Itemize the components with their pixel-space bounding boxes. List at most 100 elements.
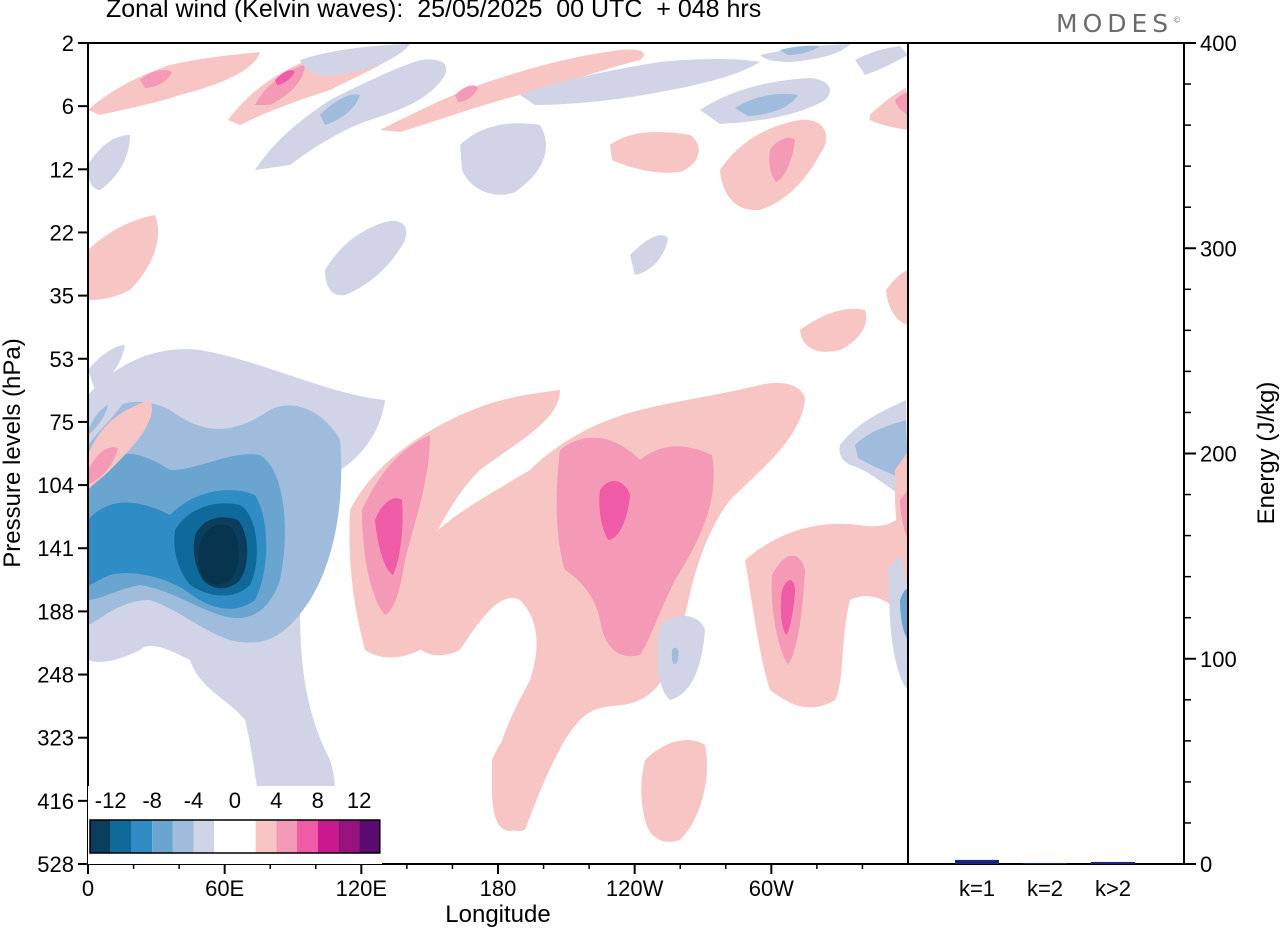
- colorbar-swatch: [131, 820, 153, 853]
- x-tick-label: 180: [480, 876, 517, 901]
- contour-fill: [769, 137, 795, 182]
- contour-fill: [886, 270, 908, 325]
- x-tick-label: 60W: [749, 876, 794, 901]
- energy-bar: [1091, 861, 1135, 864]
- easterly-anomaly-region: [88, 349, 385, 864]
- energy-axis-title: Energy (J/kg): [1253, 382, 1280, 525]
- contour-fill: [888, 550, 908, 690]
- contour-fill: [900, 589, 908, 640]
- y-tick-label: 141: [37, 536, 74, 561]
- contour-fill: [895, 450, 908, 590]
- colorbar-swatches: [89, 819, 381, 854]
- contour-fill: [198, 524, 239, 585]
- energy-bar: [955, 859, 999, 864]
- colorbar-swatch: [172, 820, 194, 853]
- y-axis-title: Pressure levels (hPa): [0, 338, 26, 567]
- contour-fill: [760, 44, 850, 62]
- contour-fill: [641, 740, 708, 842]
- colorbar-swatch: [317, 820, 339, 853]
- westerly-anomaly-region-130e: [349, 390, 560, 658]
- brand-mark: ©: [1173, 15, 1182, 25]
- energy-axis-ticks: 0 100 200 300 400: [1184, 31, 1237, 877]
- colorbar-swatch: [193, 820, 215, 853]
- y-tick-label: 53: [50, 347, 74, 372]
- colorbar-swatch: [359, 820, 380, 853]
- contour-fill: [735, 93, 798, 116]
- contour-fill: [300, 44, 410, 76]
- colorbar-frame: [89, 819, 381, 854]
- contour-fill: [375, 498, 403, 575]
- contour-fill: [610, 132, 699, 173]
- westerly-anomaly-region-central: [406, 382, 805, 831]
- y-tick-label: 323: [37, 726, 74, 751]
- x-axis-title: Longitude: [445, 901, 550, 928]
- contour-fill: [88, 52, 260, 115]
- contour-fill: [140, 70, 172, 88]
- colorbar-swatch: [152, 820, 173, 853]
- contour-fill: [780, 580, 795, 635]
- colorbar-swatch: [90, 820, 111, 853]
- y-tick-label: 2: [62, 31, 74, 56]
- contour-fill: [800, 308, 867, 352]
- x-tick-label: 120W: [606, 876, 664, 901]
- y-tick-label: 22: [50, 220, 74, 245]
- colorbar-swatch: [214, 820, 235, 853]
- contour-fill: [855, 46, 908, 75]
- contour-fill: [88, 355, 146, 445]
- colorbar-label: 4: [270, 788, 282, 813]
- y-tick-label: 35: [50, 284, 74, 309]
- contour-fill: [88, 447, 118, 485]
- contour-fill: [255, 59, 447, 170]
- energy-category-label: k=1: [959, 876, 995, 901]
- colorbar-swatch: [297, 820, 318, 853]
- contour-fill: [88, 135, 130, 190]
- y-tick-label: 104: [37, 473, 74, 498]
- energy-categories: k=1 k=2 k>2: [959, 876, 1131, 901]
- contour-fill: [780, 45, 820, 55]
- contour-fill: [88, 405, 108, 435]
- colorbar-label: 12: [347, 788, 371, 813]
- chart-title: Zonal wind (Kelvin waves): 25/05/2025 00…: [106, 0, 762, 23]
- contour-fill: [325, 220, 407, 296]
- colorbar-label: -12: [95, 788, 127, 813]
- x-tick-label: 120E: [336, 876, 387, 901]
- brand-text: MODES: [1056, 9, 1174, 38]
- contour-fill: [855, 420, 908, 480]
- contour-fill: [556, 437, 714, 657]
- energy-tick-label: 0: [1200, 852, 1212, 877]
- contour-fill: [745, 510, 908, 708]
- y-tick-label: 528: [37, 852, 74, 877]
- contour-fill: [380, 49, 644, 132]
- contour-fill: [599, 480, 630, 540]
- energy-tick-label: 400: [1200, 31, 1237, 56]
- colorbar-label: -4: [184, 788, 204, 813]
- colorbar-swatch: [276, 820, 297, 853]
- x-tick-label: 60E: [205, 876, 244, 901]
- contour-fill: [455, 85, 478, 102]
- energy-category-label: k>2: [1095, 876, 1131, 901]
- upper-level-features: [88, 44, 908, 390]
- contour-fill: [900, 490, 908, 540]
- y-tick-label: 75: [50, 410, 74, 435]
- contour-fill: [275, 70, 295, 85]
- y-tick-label: 248: [37, 663, 74, 688]
- contour-fill: [671, 647, 679, 665]
- energy-tick-label: 200: [1200, 442, 1237, 467]
- colorbar-swatch: [338, 820, 360, 853]
- westerly-anomaly-region-60w: [745, 510, 908, 708]
- contour-fill: [630, 235, 668, 275]
- contour-fill: [460, 123, 546, 195]
- energy-bar: [1023, 862, 1067, 864]
- contour-fill: [320, 94, 360, 125]
- y-tick-label: 12: [50, 157, 74, 182]
- colorbar-swatch: [255, 820, 277, 853]
- y-tick-label: 188: [37, 599, 74, 624]
- y-tick-label: 6: [62, 94, 74, 119]
- wind-field: [88, 44, 908, 864]
- energy-tick-label: 100: [1200, 647, 1237, 672]
- energy-category-label: k=2: [1027, 876, 1063, 901]
- contour-fill: [492, 726, 532, 831]
- colorbar-label: -8: [142, 788, 162, 813]
- colorbar: -12 -8 -4 0 4 8 12: [88, 786, 382, 864]
